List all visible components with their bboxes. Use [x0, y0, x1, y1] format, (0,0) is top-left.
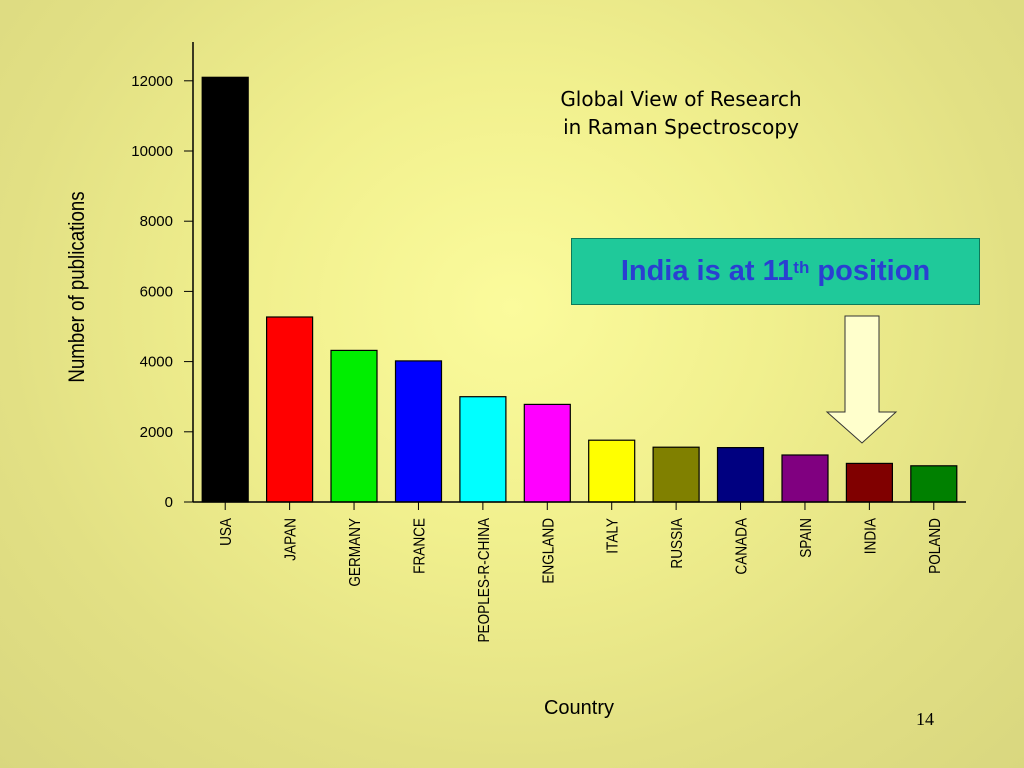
x-tick-label-russia: RUSSIA — [669, 518, 686, 569]
bar-germany — [330, 349, 378, 503]
y-tick-label-6000: 6000 — [140, 283, 173, 300]
x-tick-label-italy: ITALY — [605, 518, 622, 554]
bar-russia — [652, 446, 700, 503]
y-tick-label-10000: 10000 — [131, 143, 173, 160]
y-tick-label-8000: 8000 — [140, 213, 173, 230]
bar-japan — [266, 316, 314, 503]
y-tick-label-12000: 12000 — [131, 73, 173, 90]
callout-text-suffix: position — [809, 255, 931, 287]
bar-italy — [588, 439, 636, 503]
bar-canada — [716, 447, 765, 503]
bar-peoples-r-china — [459, 396, 507, 503]
callout-text-prefix: India is at 11 — [620, 255, 794, 287]
bar-usa — [201, 76, 249, 503]
x-tick-label-poland: POLAND — [927, 518, 944, 574]
x-tick-label-india: INDIA — [862, 518, 879, 554]
y-ticks-group: 0 2000 4000 6000 8000 10000 12000 — [131, 73, 193, 511]
x-ticks-group: USA JAPAN GERMANY FRANCE PEOPLES-R-CHINA ENGL… — [218, 502, 944, 643]
bar-england — [523, 403, 571, 503]
x-tick-label-canada: CANADA — [734, 518, 751, 575]
x-tick-label-usa: USA — [218, 518, 235, 546]
x-axis-title: Country — [544, 697, 614, 719]
y-tick-label-0: 0 — [165, 494, 173, 511]
bars-group — [201, 76, 958, 503]
x-tick-label-france: FRANCE — [412, 518, 429, 574]
bar-spain — [781, 454, 829, 503]
chart-title-line-1: Global View of Research — [560, 87, 801, 111]
x-tick-label-germany: GERMANY — [347, 518, 364, 587]
x-tick-label-japan: JAPAN — [283, 518, 300, 561]
bar-france — [394, 360, 443, 503]
chart-title-line-2: in Raman Spectroscopy — [563, 115, 799, 139]
x-tick-label-peoples-r-china: PEOPLES-R-CHINA — [476, 518, 493, 643]
page-number: 14 — [916, 709, 934, 729]
y-tick-label-2000: 2000 — [140, 424, 173, 441]
y-axis-title: Number of publications — [66, 191, 90, 382]
bar-india — [845, 462, 894, 503]
x-tick-label-england: ENGLAND — [540, 518, 557, 584]
callout-text-superscript: th — [793, 257, 810, 277]
down-arrow-icon — [825, 315, 898, 444]
bar-poland — [910, 465, 958, 503]
y-tick-label-4000: 4000 — [140, 354, 173, 371]
x-tick-label-spain: SPAIN — [798, 518, 815, 558]
